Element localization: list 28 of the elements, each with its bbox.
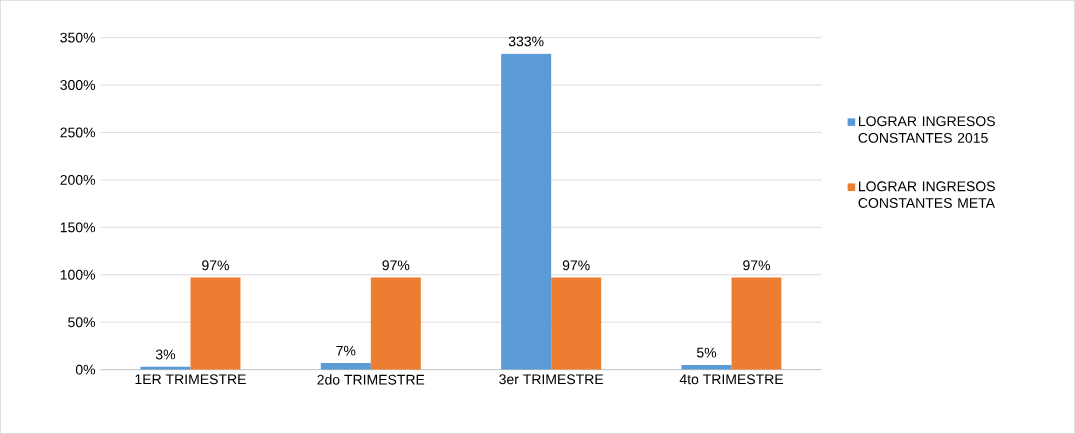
y-tick-label: 50% <box>68 317 96 328</box>
data-label: 97% <box>562 260 590 271</box>
y-tick-label: 200% <box>60 175 96 185</box>
x-tick-label: 2do TRIMESTRE <box>317 374 425 385</box>
x-tick-label: 3er TRIMESTRE <box>499 374 604 385</box>
y-tick-label: 250% <box>60 127 96 138</box>
data-label: 333% <box>508 36 544 47</box>
y-tick-label: 0% <box>75 364 96 375</box>
x-tick-label: 1ER TRIMESTRE <box>135 374 246 385</box>
data-label: 97% <box>743 260 771 271</box>
y-tick-label: 350% <box>60 32 96 43</box>
data-label: 5% <box>696 347 717 358</box>
bar <box>551 277 602 370</box>
legend-label: LOGRAR INGRESOS CONSTANTES 2015 <box>858 116 995 143</box>
data-label: 97% <box>382 260 410 271</box>
data-label: 97% <box>202 260 229 271</box>
x-tick-label: 4to TRIMESTRE <box>679 374 784 385</box>
bar <box>320 363 371 370</box>
bar <box>190 277 241 370</box>
bar <box>501 53 552 370</box>
data-label: 7% <box>336 345 356 356</box>
y-tick-label: 150% <box>60 222 96 233</box>
y-tick-label: 100% <box>60 269 96 280</box>
y-tick-label: 300% <box>60 80 96 91</box>
legend-label: LOGRAR INGRESOS CONSTANTES META <box>858 181 996 208</box>
bar <box>370 277 421 370</box>
data-label: 3% <box>155 349 176 360</box>
bar <box>731 277 782 370</box>
